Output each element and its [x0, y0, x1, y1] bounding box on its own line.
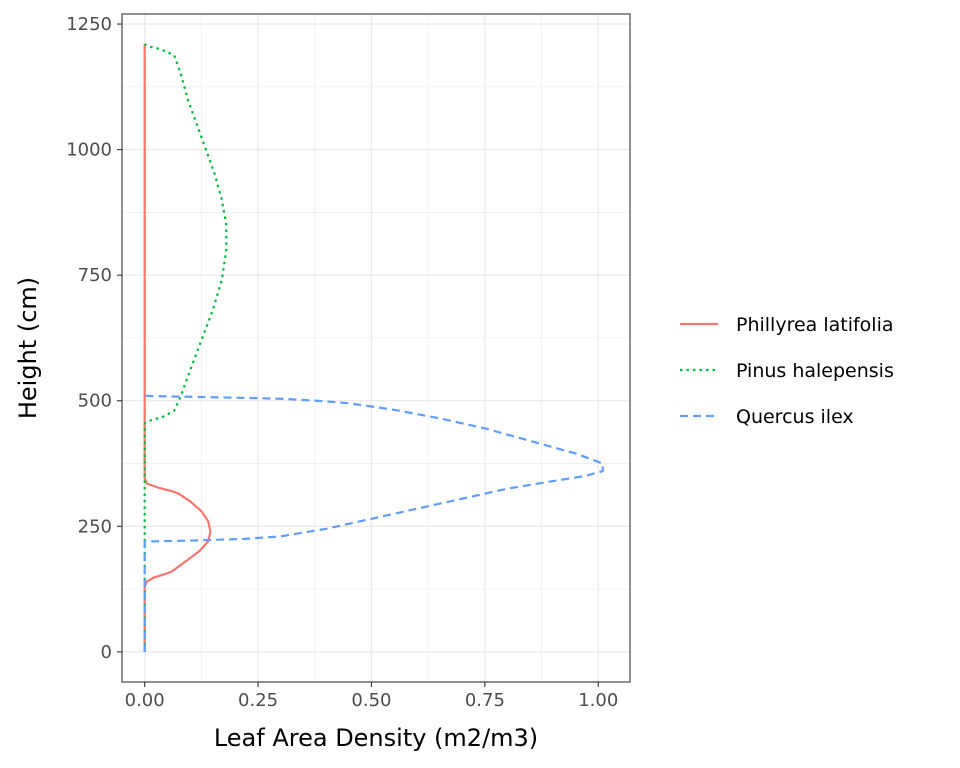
plot-panel	[122, 14, 630, 682]
y-tick-label: 500	[78, 391, 112, 412]
y-tick-label: 750	[78, 265, 112, 286]
x-tick-label: 0.50	[351, 690, 391, 711]
legend-item: Quercus ilex	[680, 406, 854, 428]
x-tick-label: 1.00	[578, 690, 618, 711]
legend-item: Pinus halepensis	[680, 360, 894, 382]
x-tick-label: 0.75	[465, 690, 505, 711]
y-axis: 0 250 500 750 1000 1250	[66, 14, 122, 663]
legend-item: Phillyrea latifolia	[680, 314, 894, 336]
series-line	[143, 394, 604, 652]
series-line	[143, 44, 212, 652]
y-axis-title: Height (cm)	[14, 277, 42, 419]
y-tick-label: 250	[78, 516, 112, 537]
x-tick-label: 0.25	[238, 690, 278, 711]
legend-label: Phillyrea latifolia	[736, 314, 894, 336]
y-tick-label: 1250	[66, 14, 112, 35]
series-line	[143, 43, 228, 652]
x-tick-label: 0.00	[125, 690, 165, 711]
y-tick-label: 0	[101, 642, 112, 663]
legend: Phillyrea latifolia Pinus halepensis Querc…	[680, 314, 894, 428]
x-axis: 0.00 0.25 0.50 0.75 1.00	[125, 682, 618, 711]
y-tick-label: 1000	[66, 140, 112, 161]
series-layer	[143, 43, 604, 652]
x-axis-title: Leaf Area Density (m2/m3)	[214, 724, 538, 752]
minor-gridlines	[122, 14, 630, 682]
legend-label: Pinus halepensis	[736, 360, 894, 382]
plot-panel-border	[121, 13, 631, 683]
legend-label: Quercus ilex	[736, 406, 854, 428]
